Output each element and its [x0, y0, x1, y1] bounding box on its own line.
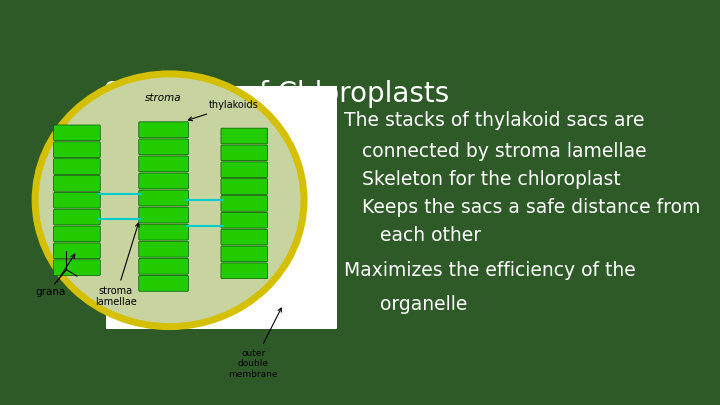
FancyBboxPatch shape	[221, 196, 268, 211]
FancyBboxPatch shape	[53, 125, 100, 141]
Text: Structure of Chloroplasts: Structure of Chloroplasts	[104, 80, 449, 108]
FancyBboxPatch shape	[139, 173, 189, 189]
FancyBboxPatch shape	[139, 190, 189, 206]
FancyBboxPatch shape	[53, 192, 100, 208]
Text: outer
double
membrane: outer double membrane	[228, 308, 282, 379]
FancyBboxPatch shape	[221, 229, 268, 245]
Text: Maximizes the efficiency of the: Maximizes the efficiency of the	[344, 261, 636, 280]
Text: Skeleton for the chloroplast: Skeleton for the chloroplast	[344, 170, 621, 189]
FancyBboxPatch shape	[221, 212, 268, 228]
Text: thylakoids: thylakoids	[189, 100, 258, 121]
FancyBboxPatch shape	[139, 224, 189, 240]
FancyBboxPatch shape	[221, 128, 268, 144]
Text: stroma: stroma	[145, 93, 182, 103]
Bar	[106, 86, 337, 329]
Text: connected by stroma lamellae: connected by stroma lamellae	[344, 142, 647, 161]
Text: The stacks of thylakoid sacs are: The stacks of thylakoid sacs are	[344, 111, 644, 130]
FancyBboxPatch shape	[139, 275, 189, 291]
FancyBboxPatch shape	[53, 226, 100, 242]
FancyBboxPatch shape	[139, 139, 189, 155]
FancyBboxPatch shape	[53, 159, 100, 175]
Text: grana: grana	[35, 254, 75, 297]
FancyBboxPatch shape	[53, 142, 100, 158]
FancyBboxPatch shape	[221, 145, 268, 161]
FancyBboxPatch shape	[221, 179, 268, 194]
Text: Keeps the sacs a safe distance from: Keeps the sacs a safe distance from	[344, 198, 701, 217]
FancyBboxPatch shape	[53, 175, 100, 191]
Text: organelle: organelle	[344, 295, 467, 314]
FancyBboxPatch shape	[53, 260, 100, 275]
Text: each other: each other	[344, 226, 481, 245]
FancyBboxPatch shape	[221, 263, 268, 279]
FancyBboxPatch shape	[139, 241, 189, 257]
FancyBboxPatch shape	[53, 209, 100, 225]
Ellipse shape	[35, 74, 304, 326]
FancyBboxPatch shape	[139, 207, 189, 223]
FancyBboxPatch shape	[221, 246, 268, 262]
Text: stroma
lamellae: stroma lamellae	[95, 223, 139, 307]
FancyBboxPatch shape	[53, 243, 100, 259]
FancyBboxPatch shape	[139, 156, 189, 172]
FancyBboxPatch shape	[221, 162, 268, 177]
FancyBboxPatch shape	[139, 122, 189, 138]
FancyBboxPatch shape	[139, 258, 189, 274]
